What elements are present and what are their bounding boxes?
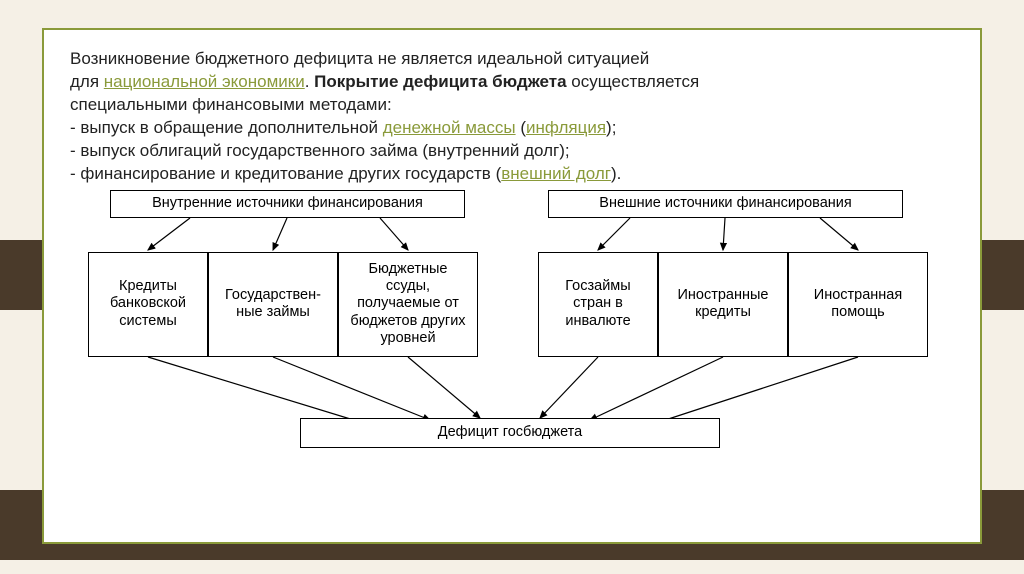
link-national-economy[interactable]: национальной экономики <box>104 72 305 91</box>
box-deficit: Дефицит госбюджета <box>300 418 720 448</box>
text-span: Возникновение бюджетного дефицита не явл… <box>70 49 649 68</box>
text-span: - финансирование и кредитование других г… <box>70 164 501 183</box>
text-span: специальными финансовыми методами: <box>70 95 392 114</box>
text-span: ( <box>516 118 526 137</box>
text-span: . <box>305 72 314 91</box>
box-mid: Иностранная помощь <box>788 252 928 357</box>
box-label: Внешние источники финансирования <box>599 195 851 212</box>
box-external-sources: Внешние источники финансирования <box>548 190 903 218</box>
box-mid: Кредиты банковской системы <box>88 252 208 357</box>
box-mid: Бюджетные ссуды, получаемые от бюджетов … <box>338 252 478 357</box>
text-span: ). <box>611 164 621 183</box>
box-mid: Государствен-ные займы <box>208 252 338 357</box>
box-mid: Госзаймы стран в инвалюте <box>538 252 658 357</box>
text-span: для <box>70 72 104 91</box>
text-span: - выпуск в обращение дополнительной <box>70 118 383 137</box>
slide-content: Возникновение бюджетного дефицита не явл… <box>42 28 982 544</box>
text-span: ); <box>606 118 616 137</box>
box-mid: Иностранные кредиты <box>658 252 788 357</box>
diagram: Внутренние источники финансирования Внеш… <box>70 190 954 510</box>
box-label: Кредиты банковской системы <box>95 278 201 330</box>
box-label: Внутренние источники финансирования <box>152 195 423 212</box>
box-label: Иностранная помощь <box>795 287 921 322</box>
text-span: осуществляется <box>567 72 700 91</box>
box-label: Бюджетные ссуды, получаемые от бюджетов … <box>345 261 471 348</box>
box-internal-sources: Внутренние источники финансирования <box>110 190 465 218</box>
text-span: - выпуск облигаций государственного займ… <box>70 141 570 160</box>
paragraph-1: Возникновение бюджетного дефицита не явл… <box>70 48 954 186</box>
link-external-debt[interactable]: внешний долг <box>501 164 611 183</box>
link-money-supply[interactable]: денежной массы <box>383 118 516 137</box>
box-label: Госзаймы стран в инвалюте <box>545 278 651 330</box>
link-inflation[interactable]: инфляция <box>526 118 606 137</box>
bold-text: Покрытие дефицита бюджета <box>314 72 566 91</box>
box-label: Дефицит госбюджета <box>438 424 582 441</box>
box-label: Государствен-ные займы <box>215 287 331 322</box>
box-label: Иностранные кредиты <box>665 287 781 322</box>
